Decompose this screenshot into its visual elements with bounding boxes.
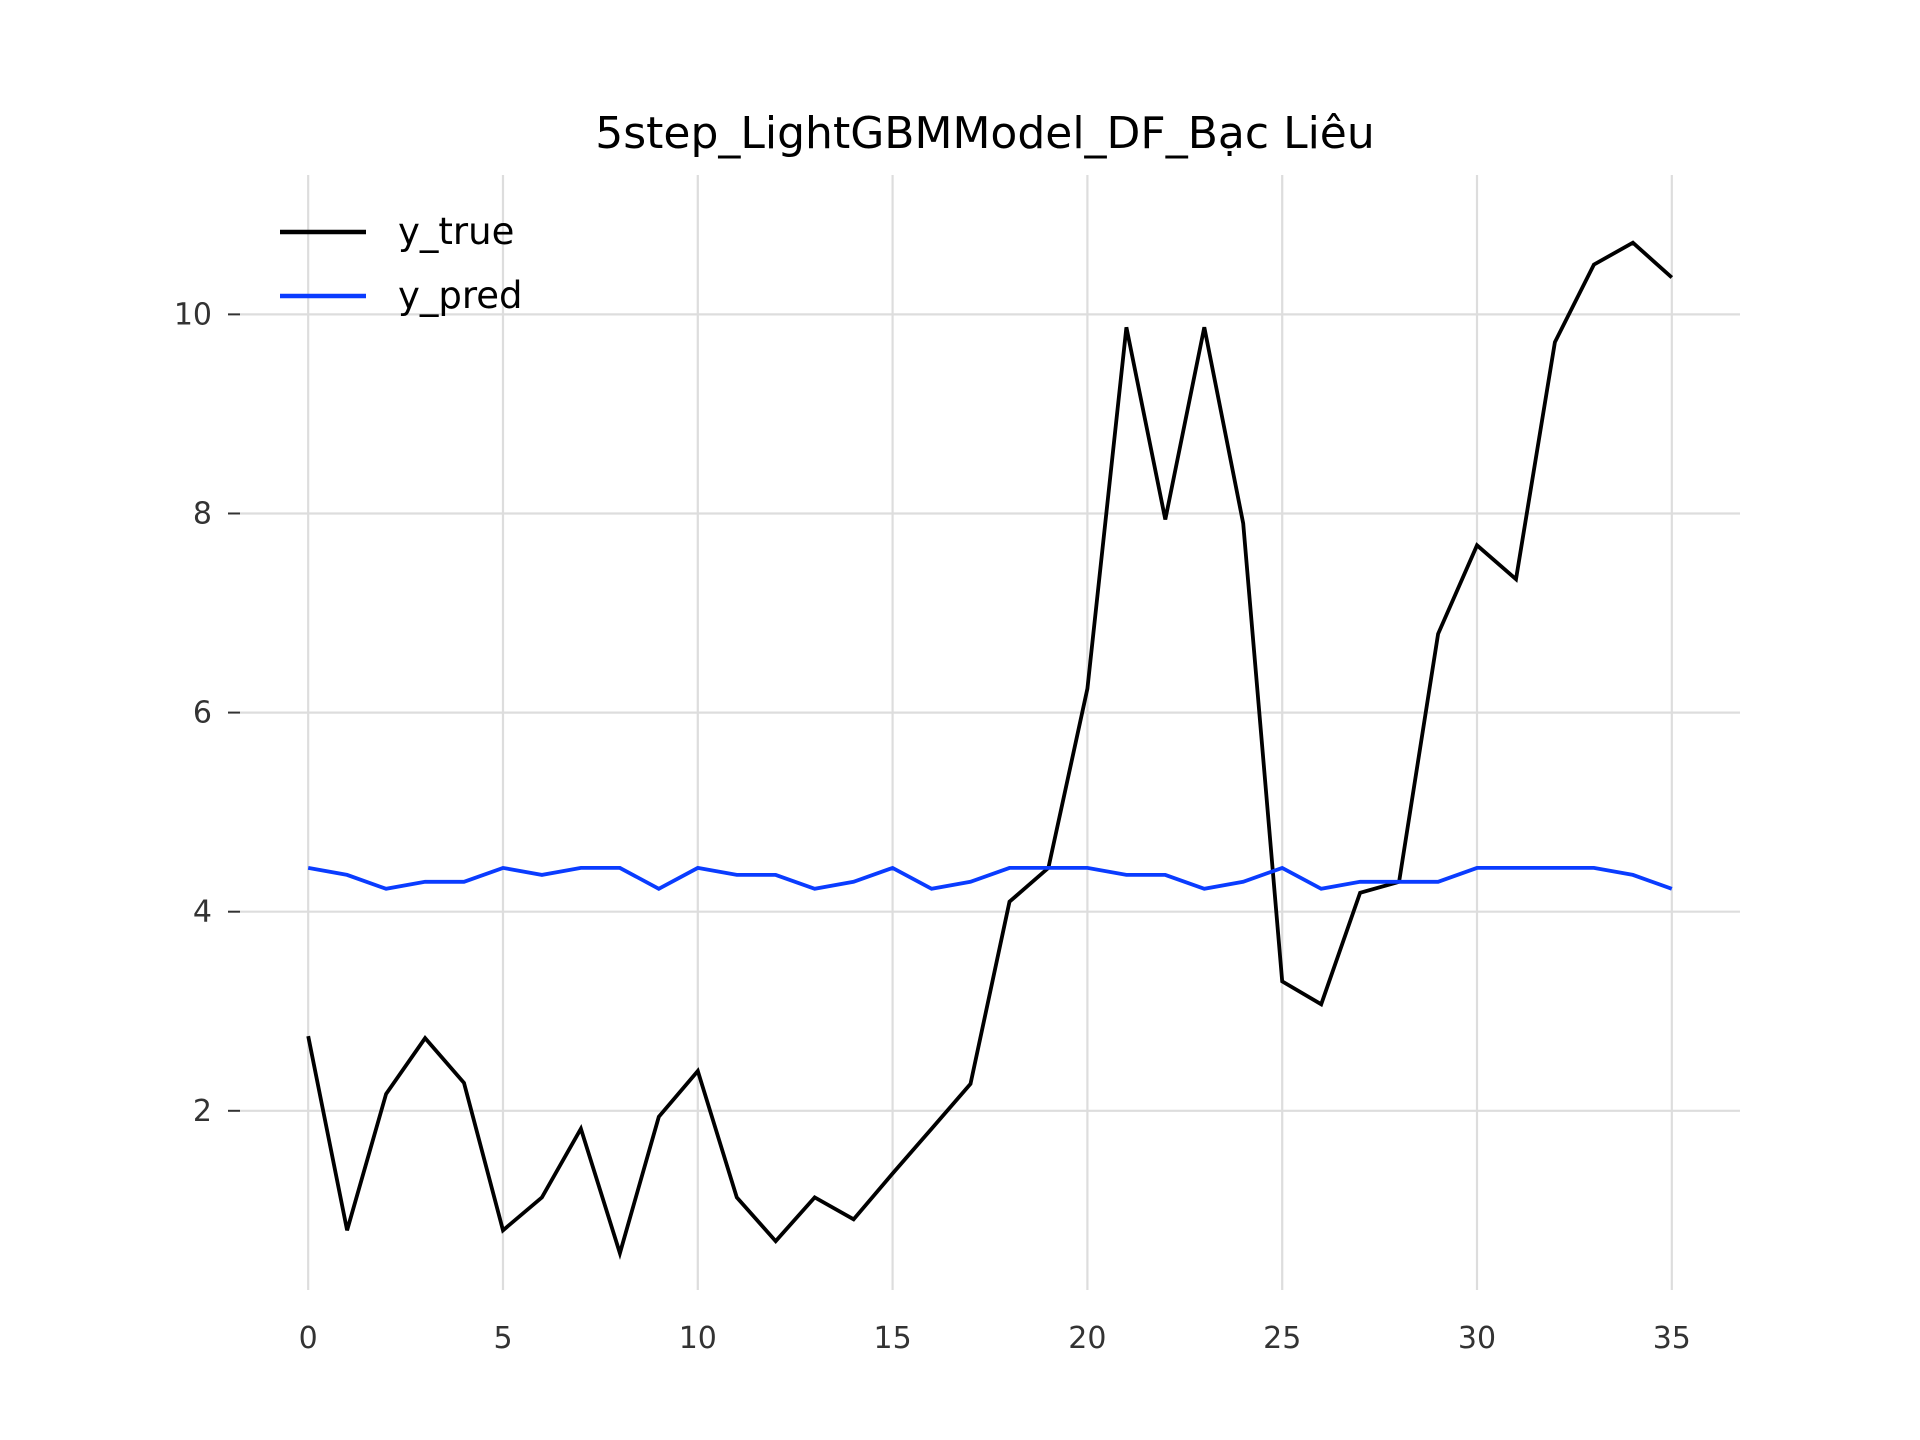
y-tick-label: 4 [193,895,212,930]
x-tick-label: 0 [299,1321,318,1356]
series-line-y-pred [307,865,1673,891]
x-tick-label: 30 [1458,1321,1496,1356]
x-tick-label: 10 [679,1321,717,1356]
legend-label-y-pred: y_pred [398,274,523,317]
y-tick-label: 6 [193,696,212,731]
series-line-y-true [306,240,1674,1260]
series-lines [306,240,1674,1260]
x-tick-label: 35 [1653,1321,1691,1356]
chart-title: 5step_LightGBMModel_DF_Bạc Liêu [595,108,1375,159]
y-tick-label: 10 [174,297,212,332]
x-tick-label: 25 [1263,1321,1301,1356]
x-tick-label: 20 [1068,1321,1106,1356]
legend-label-y-true: y_true [398,210,514,253]
axes: 0 5 10 15 20 25 30 35 2 4 6 8 10 [174,297,1691,1356]
y-tick-label: 2 [193,1094,212,1129]
legend: y_true y_pred [280,210,523,317]
grid-lines [240,175,1740,1290]
y-tick-label: 8 [193,496,212,531]
x-tick-label: 15 [874,1321,912,1356]
x-tick-label: 5 [493,1321,512,1356]
